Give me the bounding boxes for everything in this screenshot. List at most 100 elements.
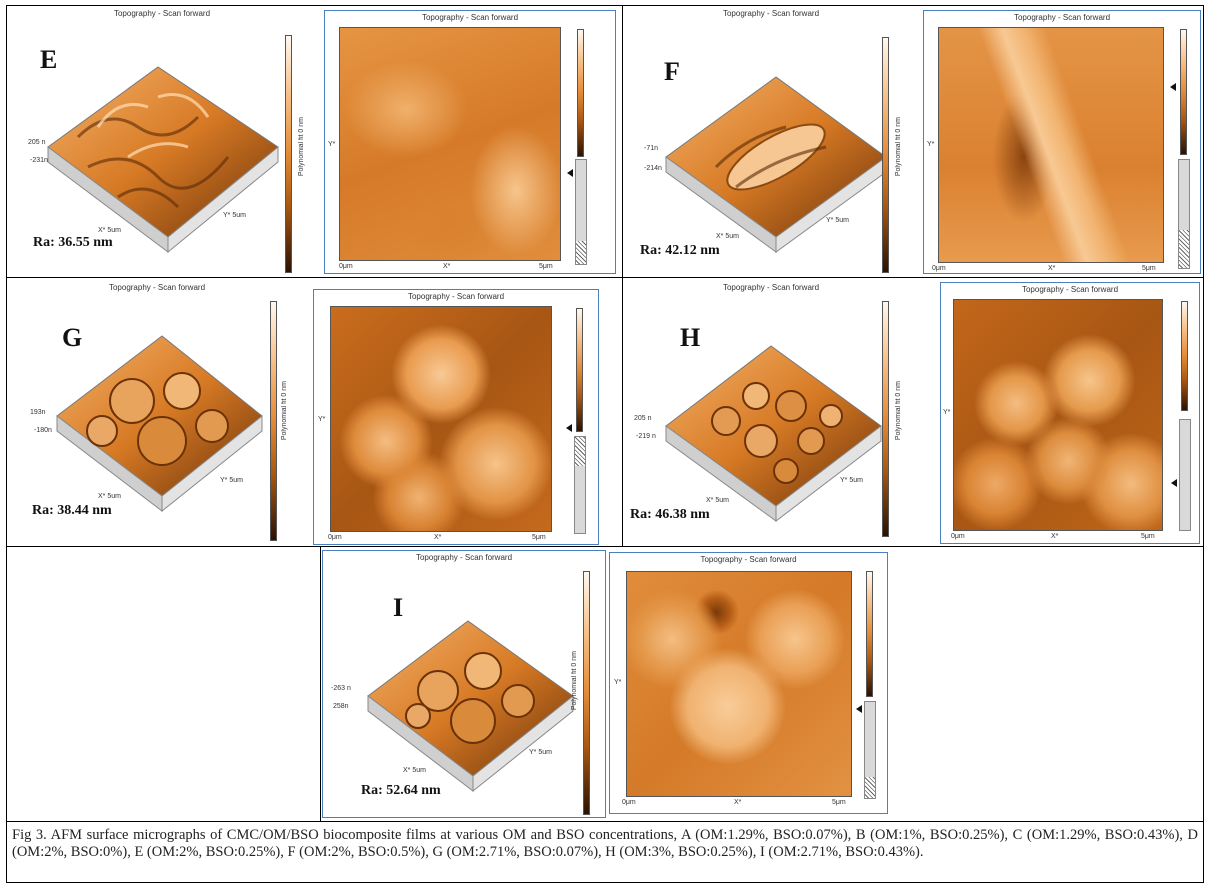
x-axis-label: X*: [734, 799, 742, 806]
arrow-marker-icon: [1171, 479, 1177, 487]
x-end-tick: 5μm: [1141, 533, 1155, 540]
y-axis-label: Y*: [328, 141, 336, 148]
surface-3d-render: [665, 76, 887, 253]
surface-3d-render: [665, 345, 882, 523]
colorbar: [577, 29, 584, 157]
z-bottom-label: 258n: [333, 703, 349, 710]
y-size-label: Y* 5um: [220, 477, 243, 484]
panel-g-2d: Topography - Scan forward 0μm X* 5μm Y*: [313, 289, 599, 545]
x-size-label: X* 5um: [706, 497, 729, 504]
colorbar: [1181, 301, 1188, 411]
panel-e-2d: Topography - Scan forward 0μm X* 5μm Y*: [324, 10, 616, 274]
ra-value: Ra: 52.64 nm: [361, 783, 441, 798]
panel-letter: G: [62, 323, 83, 352]
ra-value: Ra: 46.38 nm: [630, 507, 710, 522]
colorbar: [285, 35, 292, 273]
x-end-tick: 5μm: [832, 799, 846, 806]
panel-title: Topography - Scan forward: [421, 13, 519, 22]
surface-3d-render: [367, 620, 574, 793]
arrow-marker-icon: [566, 424, 572, 432]
range-indicator: [574, 436, 586, 534]
x-end-tick: 5μm: [532, 534, 546, 541]
colorbar-label: Polynomial fit 0 nm: [571, 651, 578, 711]
colorbar: [882, 301, 889, 537]
x-end-tick: 5μm: [1142, 265, 1156, 272]
colorbar: [1180, 29, 1187, 155]
y-size-label: Y* 5um: [223, 212, 246, 219]
panel-title: Topography - Scan forward: [722, 283, 820, 292]
z-top-label: -71n: [644, 145, 659, 152]
ra-value: Ra: 38.44 nm: [32, 503, 112, 518]
z-top-label: 193n: [30, 409, 46, 416]
y-axis-label: Y*: [318, 416, 326, 423]
panel-letter: F: [664, 57, 680, 86]
colorbar: [270, 301, 277, 541]
panel-title: Topography - Scan forward: [700, 555, 797, 564]
x-start-tick: 0μm: [339, 263, 353, 270]
x-start-tick: 0μm: [622, 799, 636, 806]
topography-map: [339, 27, 561, 261]
panel-letter: H: [680, 323, 701, 352]
x-axis-label: X*: [1051, 533, 1059, 540]
panel-title: Topography - Scan forward: [415, 553, 513, 562]
row-divider-2: [6, 546, 1204, 547]
range-indicator: [575, 159, 587, 265]
colorbar-label: Polynomial fit 0 nm: [895, 381, 902, 441]
x-axis-label: X*: [434, 534, 442, 541]
x-start-tick: 0μm: [951, 533, 965, 540]
arrow-marker-icon: [567, 169, 573, 177]
y-axis-label: Y*: [927, 141, 935, 148]
col-divider-rows12: [622, 5, 623, 546]
panel-i-2d: Topography - Scan forward 0μm X* 5μm Y*: [609, 552, 888, 814]
panel-letter: E: [40, 45, 58, 74]
x-end-tick: 5μm: [539, 263, 553, 270]
panel-h-3d: Topography - Scan forward Polynomial fit…: [626, 281, 916, 545]
colorbar: [882, 37, 889, 273]
y-size-label: Y* 5um: [529, 749, 552, 756]
colorbar-label: Polynomial fit 0 nm: [281, 381, 288, 441]
range-indicator: [1179, 419, 1191, 531]
panel-letter: I: [393, 593, 404, 622]
colorbar: [576, 308, 583, 432]
x-size-label: X* 5um: [98, 493, 121, 500]
panel-h-2d: Topography - Scan forward 0μm X* 5μm Y*: [940, 282, 1200, 544]
arrow-marker-icon: [856, 705, 862, 713]
x-size-label: X* 5um: [716, 233, 739, 240]
colorbar: [583, 571, 590, 815]
panel-title: Topography - Scan forward: [108, 283, 206, 292]
panel-i-3d: Topography - Scan forward Polynomial fit…: [322, 550, 606, 818]
panel-f-2d: Topography - Scan forward 0μm X* 5μm Y*: [923, 10, 1201, 274]
panel-title: Topography - Scan forward: [1013, 13, 1111, 22]
x-start-tick: 0μm: [932, 265, 946, 272]
range-indicator: [1178, 159, 1190, 269]
x-size-label: X* 5um: [98, 227, 121, 234]
topography-map: [953, 299, 1163, 531]
y-axis-label: Y*: [614, 679, 622, 686]
panel-f-3d: Topography - Scan forward Polynomial fit…: [626, 7, 916, 275]
panel-title: Topography - Scan forward: [113, 9, 211, 18]
z-bottom-label: -219 n: [636, 433, 656, 440]
topography-map: [330, 306, 552, 532]
z-bottom-label: -214n: [644, 165, 662, 172]
table-border-right: [1203, 5, 1204, 883]
z-bottom-label: -231n: [30, 157, 48, 164]
y-size-label: Y* 5um: [840, 477, 863, 484]
y-axis-label: Y*: [943, 409, 951, 416]
z-top-label: 205 n: [634, 415, 652, 422]
x-axis-label: X*: [1048, 265, 1056, 272]
ra-value: Ra: 42.12 nm: [640, 243, 720, 258]
panel-e-3d: Topography - Scan forward Polynomial fit…: [8, 7, 316, 275]
x-size-label: X* 5um: [403, 767, 426, 774]
panel-title: Topography - Scan forward: [722, 9, 820, 18]
y-size-label: Y* 5um: [826, 217, 849, 224]
z-bottom-label: -180n: [34, 427, 52, 434]
arrow-marker-icon: [1170, 83, 1176, 91]
col-divider-row3: [320, 546, 321, 821]
x-start-tick: 0μm: [328, 534, 342, 541]
colorbar: [866, 571, 873, 697]
figure-caption: Fig 3. AFM surface micrographs of CMC/OM…: [12, 827, 1198, 860]
z-top-label: -263 n: [331, 685, 351, 692]
row-divider-1: [6, 277, 1204, 278]
panel-title: Topography - Scan forward: [407, 292, 505, 301]
table-border-left: [6, 5, 7, 883]
